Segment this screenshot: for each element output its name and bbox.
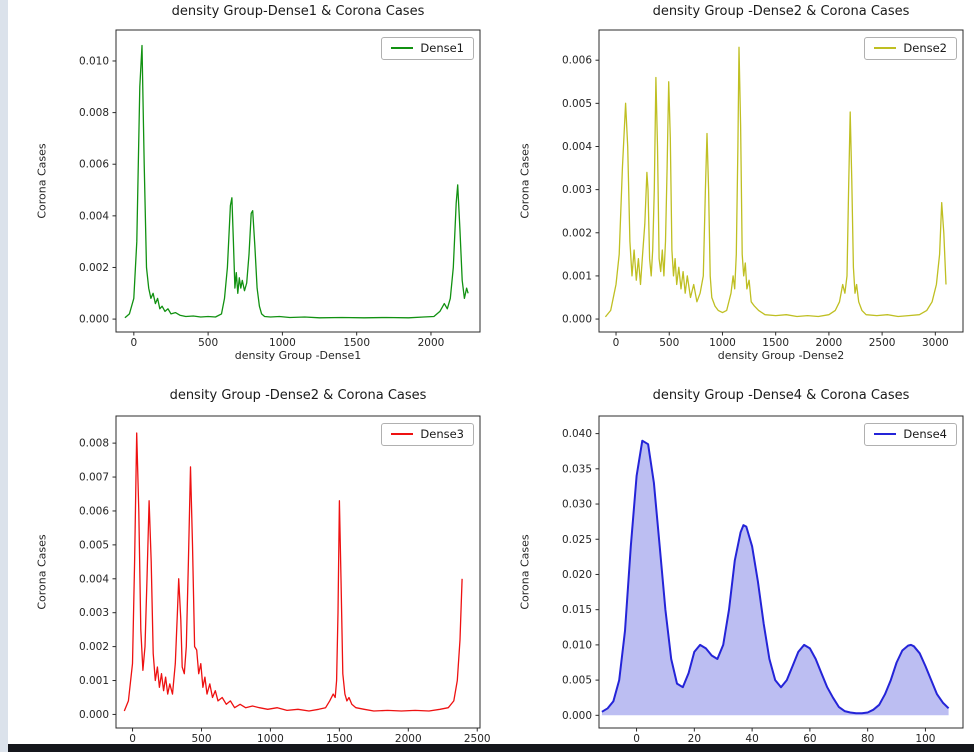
svg-text:0.005: 0.005 <box>562 675 592 687</box>
bottom-dark-bar <box>8 744 974 752</box>
svg-text:0.025: 0.025 <box>562 534 592 546</box>
svg-text:0.005: 0.005 <box>562 98 592 110</box>
legend-line-sample <box>874 433 897 435</box>
svg-text:0.004: 0.004 <box>79 573 109 585</box>
svg-text:0.002: 0.002 <box>79 641 109 653</box>
plot-area-dense1: 0 500 1000 1500 2000 0.000 0.002 0.004 0.006 0.00… <box>79 29 481 349</box>
svg-text:0.010: 0.010 <box>79 55 109 67</box>
svg-text:0.035: 0.035 <box>562 463 592 475</box>
svg-text:0.005: 0.005 <box>79 539 109 551</box>
legend: Dense3 <box>381 423 474 446</box>
legend: Dense2 <box>864 37 957 60</box>
svg-text:0.010: 0.010 <box>562 639 592 651</box>
subplot-dense3: 0 500 1000 1500 2000 2500 0.000 0.001 0.002 0.003… <box>8 372 491 744</box>
legend-line-sample <box>874 47 897 49</box>
subplot-dense2: 0 500 1000 1500 2000 2500 3000 0.000 0.001 0.002 0… <box>491 0 974 372</box>
svg-text:2500: 2500 <box>869 337 896 349</box>
svg-text:0.004: 0.004 <box>79 210 109 222</box>
svg-text:20: 20 <box>688 733 701 744</box>
svg-text:2000: 2000 <box>395 733 422 744</box>
plot-area-dense4: 0 20 40 60 80 100 0.000 0.005 0.010 0.015 0.020 0.0… <box>562 415 964 744</box>
left-edge-strip <box>0 0 8 752</box>
legend-label: Dense1 <box>420 41 464 55</box>
y-axis-label: Corona Cases <box>35 143 49 219</box>
legend-line-sample <box>391 47 414 49</box>
legend-label: Dense2 <box>903 41 947 55</box>
svg-text:1000: 1000 <box>269 337 296 349</box>
svg-text:0.008: 0.008 <box>79 438 109 450</box>
svg-text:0.001: 0.001 <box>79 675 109 687</box>
svg-text:80: 80 <box>861 733 874 744</box>
svg-text:2000: 2000 <box>418 337 445 349</box>
svg-text:500: 500 <box>191 733 211 744</box>
svg-text:3000: 3000 <box>922 337 949 349</box>
svg-text:0.003: 0.003 <box>562 184 592 196</box>
svg-text:0: 0 <box>129 733 136 744</box>
svg-text:0: 0 <box>130 337 137 349</box>
svg-text:60: 60 <box>803 733 816 744</box>
svg-text:0.001: 0.001 <box>562 270 592 282</box>
svg-text:1500: 1500 <box>762 337 789 349</box>
svg-text:100: 100 <box>915 733 935 744</box>
svg-text:0.030: 0.030 <box>562 499 592 511</box>
svg-text:1000: 1000 <box>257 733 284 744</box>
svg-text:0.000: 0.000 <box>562 314 592 326</box>
svg-text:1500: 1500 <box>326 733 353 744</box>
legend-label: Dense4 <box>903 427 947 441</box>
svg-text:40: 40 <box>745 733 758 744</box>
svg-text:500: 500 <box>659 337 679 349</box>
svg-text:0: 0 <box>633 733 640 744</box>
svg-text:0.000: 0.000 <box>79 314 109 326</box>
legend-line-sample <box>391 433 414 435</box>
svg-text:0.004: 0.004 <box>562 141 592 153</box>
chart-title: density Group -Dense2 & Corona Cases <box>652 4 910 19</box>
svg-text:1000: 1000 <box>709 337 736 349</box>
svg-text:500: 500 <box>198 337 218 349</box>
x-axis-label: density Group -Dense2 <box>717 349 845 362</box>
plot-area-dense3: 0 500 1000 1500 2000 2500 0.000 0.001 0.002 0.003… <box>79 415 491 744</box>
svg-text:0: 0 <box>613 337 620 349</box>
legend: Dense1 <box>381 37 474 60</box>
chart-title: density Group -Dense2 & Corona Cases <box>169 388 427 403</box>
svg-text:2000: 2000 <box>816 337 843 349</box>
svg-text:0.006: 0.006 <box>79 505 109 517</box>
chart-title: density Group -Dense4 & Corona Cases <box>652 388 910 403</box>
subplot-dense1: 0 500 1000 1500 2000 0.000 0.002 0.004 0.006 0.00… <box>8 0 491 372</box>
chart-title: density Group-Dense1 & Corona Cases <box>171 4 425 19</box>
svg-text:0.015: 0.015 <box>562 604 592 616</box>
svg-text:0.000: 0.000 <box>562 710 592 722</box>
legend: Dense4 <box>864 423 957 446</box>
y-axis-label: Corona Cases <box>35 534 49 610</box>
svg-text:0.003: 0.003 <box>79 607 109 619</box>
x-axis-label: density Group -Dense1 <box>234 349 362 362</box>
y-axis-label: Corona Cases <box>518 143 532 219</box>
y-axis-label: Corona Cases <box>518 534 532 610</box>
svg-text:0.020: 0.020 <box>562 569 592 581</box>
svg-text:0.008: 0.008 <box>79 107 109 119</box>
svg-text:1500: 1500 <box>343 337 370 349</box>
svg-text:0.002: 0.002 <box>79 262 109 274</box>
svg-text:0.006: 0.006 <box>79 159 109 171</box>
subplot-dense4: 0 20 40 60 80 100 0.000 0.005 0.010 0.015 0.020 0.0… <box>491 372 974 744</box>
svg-text:0.040: 0.040 <box>562 428 592 440</box>
svg-text:0.000: 0.000 <box>79 709 109 721</box>
svg-text:0.006: 0.006 <box>562 55 592 67</box>
svg-text:2500: 2500 <box>464 733 491 744</box>
svg-text:0.002: 0.002 <box>562 227 592 239</box>
legend-label: Dense3 <box>420 427 464 441</box>
plot-area-dense2: 0 500 1000 1500 2000 2500 3000 0.000 0.001 0.002 0… <box>562 29 964 349</box>
svg-text:0.007: 0.007 <box>79 472 109 484</box>
